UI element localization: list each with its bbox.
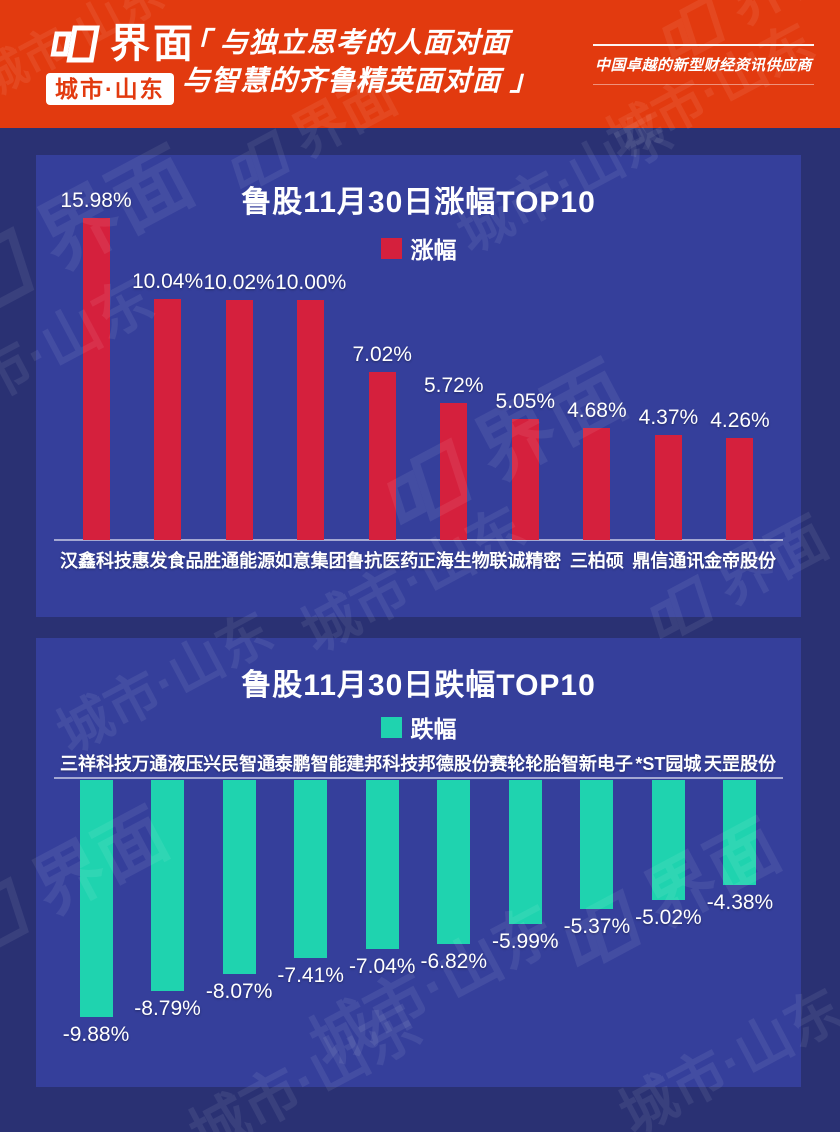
- axis-baseline: [54, 777, 783, 779]
- bar: [580, 780, 614, 909]
- category-label: 鼎信通讯: [632, 551, 705, 571]
- value-label: -5.02%: [635, 906, 702, 930]
- category-label: 汉鑫科技: [60, 551, 133, 571]
- bar: [151, 780, 185, 991]
- gainers-legend-label: 涨幅: [410, 237, 457, 263]
- value-label: 10.02%: [203, 270, 275, 294]
- jiemian-logo-icon: [50, 25, 100, 63]
- losers-legend-label: 跌幅: [410, 716, 457, 742]
- gainers-legend-swatch-icon: [380, 237, 402, 259]
- bar: [583, 427, 611, 540]
- category-label: 天罡股份: [703, 754, 776, 774]
- axis-baseline: [54, 539, 783, 541]
- tagline-line-1: 「 与独立思考的人面对面: [182, 27, 510, 58]
- bar: [437, 780, 471, 944]
- value-label: 4.68%: [567, 398, 627, 422]
- gainers-chart-title: 鲁股11月30日涨幅TOP10: [241, 186, 596, 219]
- value-label: -9.88%: [62, 1023, 130, 1047]
- category-label: 泰鹏智能: [274, 754, 347, 774]
- gainers-chart-panel: 鲁股11月30日涨幅TOP10 涨幅 15.98% 汉鑫科技 10.04% 惠发食品 1…: [36, 155, 801, 617]
- value-label: 5.72%: [423, 373, 484, 397]
- gainers-legend: 涨幅: [36, 231, 801, 265]
- losers-legend-swatch-icon: [380, 716, 402, 738]
- bar: [154, 299, 182, 540]
- bar: [79, 780, 113, 1018]
- bar: [297, 300, 325, 540]
- bar: [654, 435, 682, 540]
- header-tagline: 「 与独立思考的人面对面 与智慧的齐鲁精英面对面 」: [182, 24, 539, 100]
- value-label: 7.02%: [352, 342, 412, 366]
- bar: [508, 780, 542, 924]
- losers-chart-panel: 鲁股11月30日跌幅TOP10 跌幅 -9.88% 三祥科技 -8.79% 万通液压 -…: [36, 638, 801, 1087]
- category-label: 金帝股份: [703, 551, 776, 571]
- bar: [82, 218, 110, 540]
- value-label: 4.26%: [710, 408, 770, 432]
- value-label: -5.37%: [563, 914, 631, 938]
- value-label: -4.38%: [706, 891, 774, 915]
- value-label: 10.00%: [275, 271, 347, 294]
- losers-bar-chart: -9.88% 三祥科技 -8.79% 万通液压 -8.07% 兴民智通 -7.41% 泰鹏智能…: [36, 638, 801, 1087]
- category-label: 三祥科技: [60, 754, 133, 774]
- header-slogan: 中国卓越的新型财经资讯供应商: [592, 44, 814, 85]
- category-label: 邦德股份: [417, 754, 490, 774]
- header: 界面 城市·山东 「 与独立思考的人面对面 与智慧的齐鲁精英面对面 」 中国卓越…: [0, 0, 840, 128]
- value-label: -5.99%: [492, 929, 559, 953]
- category-label: 三柏硕: [569, 551, 624, 571]
- category-label: 惠发食品: [131, 551, 204, 571]
- bar: [440, 402, 468, 540]
- bar: [222, 780, 256, 974]
- value-label: -6.82%: [420, 949, 488, 973]
- category-label: 智新电子: [560, 754, 633, 774]
- category-label: 万通液压: [131, 754, 204, 774]
- value-label: 15.98%: [60, 189, 132, 212]
- losers-chart-title: 鲁股11月30日跌幅TOP10: [241, 669, 596, 702]
- bar: [651, 780, 685, 901]
- tagline-line-2: 与智慧的齐鲁精英面对面 」: [182, 65, 539, 96]
- category-label: 建邦科技: [346, 754, 419, 774]
- value-label: -7.41%: [277, 963, 344, 987]
- brand-region-badge: 城市·山东: [46, 73, 174, 106]
- value-label: 5.05%: [495, 389, 556, 413]
- gainers-bar-chart: 15.98% 汉鑫科技 10.04% 惠发食品 10.02% 胜通能源 10.00% 如意集团…: [36, 155, 801, 617]
- category-label: 兴民智通: [203, 754, 276, 774]
- bar: [726, 437, 754, 540]
- value-label: -8.07%: [205, 979, 273, 1003]
- bar: [225, 299, 253, 540]
- value-label: -7.04%: [348, 954, 416, 978]
- category-label: 赛轮轮胎: [489, 754, 562, 774]
- category-label: 胜通能源: [203, 551, 276, 571]
- bar: [511, 418, 539, 540]
- bar: [723, 780, 757, 886]
- bar: [368, 371, 396, 540]
- bar: [365, 780, 399, 949]
- value-label: 4.37%: [638, 406, 699, 430]
- losers-legend: 跌幅: [36, 710, 801, 744]
- category-label: 鲁抗医药: [346, 551, 419, 571]
- value-label: 10.04%: [131, 270, 204, 294]
- category-label: 如意集团: [274, 551, 347, 571]
- category-label: 联诚精密: [489, 551, 562, 571]
- brand-logo: 界面 城市·山东: [46, 22, 196, 106]
- value-label: -8.79%: [134, 996, 201, 1020]
- bar: [294, 780, 328, 958]
- category-label: 正海生物: [417, 551, 490, 571]
- brand-name: 界面: [110, 22, 196, 66]
- category-label: *ST园城: [635, 754, 702, 774]
